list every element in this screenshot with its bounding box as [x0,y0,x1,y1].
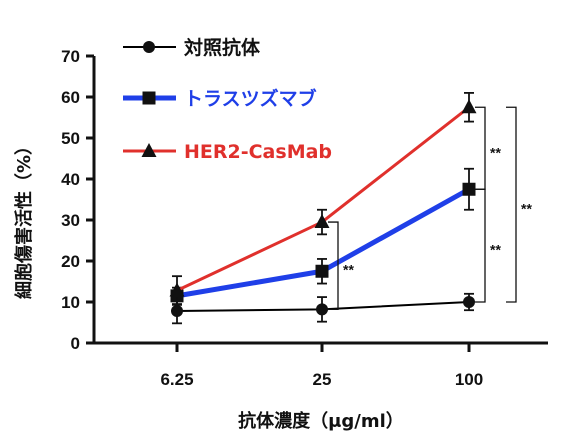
bracket-line [475,188,486,303]
data-point [463,296,475,308]
bracket-line [475,106,486,190]
series-line-item [176,187,471,299]
legend-item-her2-casmab: HER2-CasMab [123,141,332,163]
legend-marker [143,41,155,53]
y-tick-label-0: 0 [71,334,80,353]
series-her2-casmab [169,92,477,306]
y-tick-label-20: 20 [61,252,80,271]
legend-label: 対照抗体 [183,36,261,59]
legend-item-item: トラスツズマブ [123,87,317,110]
x-tick-label-25: 25 [313,370,332,389]
significance-bracket: ** [475,106,501,190]
significance-label: ** [343,262,354,278]
y-tick-label-40: 40 [61,170,80,189]
y-axis-title: 細胞傷害活性（%） [13,137,35,299]
data-point [169,282,185,297]
x-axis-title: 抗体濃度（μg/ml） [238,410,404,432]
y-tick-label-60: 60 [61,88,80,107]
series-layer [169,92,477,325]
legend-label: HER2-CasMab [184,141,332,163]
series-item [170,167,476,305]
legend-label: トラスツズマブ [184,87,317,110]
series-item [171,292,475,325]
data-point [461,99,477,114]
data-point [314,214,330,229]
data-point [171,305,183,318]
data-point [315,264,329,278]
series-line-her2-casmab [176,106,470,292]
significance-brackets: ** ** ** ** [328,106,532,311]
legend-item-item: 対照抗体 [123,36,261,59]
x-tick-label-6-25: 6.25 [160,370,193,389]
legend-marker [141,143,157,157]
significance-bracket: ** [328,221,354,311]
y-ticks: 0 10 20 30 40 50 60 70 [61,47,94,353]
x-tick-label-100: 100 [455,370,483,389]
data-point [316,303,328,316]
legend-marker [142,91,156,105]
significance-bracket: ** [475,188,501,303]
bracket-line [506,106,517,303]
significance-label: ** [521,201,532,217]
y-tick-label-30: 30 [61,211,80,230]
significance-label: ** [490,242,501,258]
bracket-line [328,221,339,311]
data-point [462,182,476,196]
y-tick-label-70: 70 [61,47,80,66]
y-tick-label-10: 10 [61,293,80,312]
y-tick-label-50: 50 [61,129,80,148]
significance-bracket: ** [506,106,532,303]
significance-label: ** [490,144,501,160]
x-ticks: 6.25 25 100 [160,343,483,389]
